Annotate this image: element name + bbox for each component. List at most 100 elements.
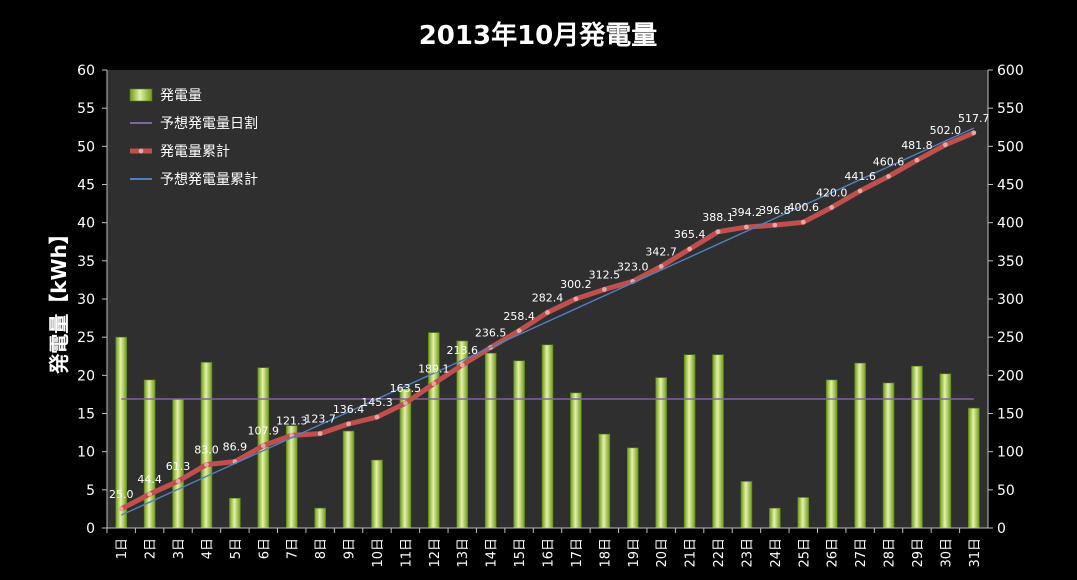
x-tick-label: 4日 [200, 538, 215, 559]
bar [882, 382, 895, 529]
lines [118, 127, 977, 516]
bar [399, 388, 412, 529]
x-tick-label: 10日 [371, 538, 386, 568]
y-tick-label-right: 50 [997, 483, 1015, 499]
y-tick-label-left: 0 [86, 521, 95, 537]
y-tick-label-right: 600 [997, 63, 1024, 79]
legend-label: 予想発電量日割 [160, 115, 258, 132]
axes: 0510152025303540455055600501001502002503… [77, 63, 1024, 568]
bar [143, 379, 156, 529]
bar [911, 365, 923, 529]
y-tick-label-left: 55 [77, 101, 95, 117]
bar [683, 354, 696, 529]
y-tick-label-left: 45 [77, 178, 95, 194]
series-point-cumulative [687, 246, 692, 252]
bar [626, 447, 639, 529]
y-tick-label-left: 20 [77, 368, 95, 384]
series-point-cumulative [431, 381, 437, 387]
x-tick-label: 27日 [854, 538, 869, 568]
bar [285, 425, 298, 529]
data-label: 25.0 [109, 488, 134, 501]
data-label: 365.4 [674, 228, 706, 241]
data-label: 481.8 [901, 139, 933, 152]
data-label: 145.3 [361, 396, 393, 409]
y-tick-label-right: 450 [997, 178, 1024, 194]
y-tick-label-left: 10 [77, 445, 95, 461]
series-point-cumulative [829, 205, 835, 210]
data-label: 460.6 [873, 155, 905, 168]
legend-swatch-bar [129, 88, 153, 102]
bar [513, 360, 525, 529]
legend-swatch-cumulative-marker [138, 148, 144, 154]
series-point-cumulative [658, 264, 664, 269]
series-point-cumulative [715, 229, 721, 235]
series-point-cumulative [573, 296, 579, 302]
x-tick-label: 8日 [314, 538, 329, 559]
data-label: 388.1 [702, 211, 734, 224]
y-tick-label-right: 350 [997, 254, 1024, 270]
data-label: 300.2 [560, 278, 592, 291]
y-tick-label-left: 60 [77, 63, 95, 79]
y-tick-label-right: 400 [997, 216, 1024, 232]
data-label: 136.4 [333, 403, 365, 416]
series-point-cumulative [744, 224, 749, 230]
x-tick-label: 24日 [769, 538, 784, 568]
y-tick-label-right: 200 [997, 368, 1024, 384]
bar [484, 352, 497, 529]
series-point-cumulative [459, 362, 465, 368]
series-point-cumulative [147, 491, 153, 497]
bar [712, 354, 724, 529]
y-tick-label-left: 40 [77, 216, 95, 232]
series-point-cumulative [857, 188, 863, 194]
series-point-cumulative [601, 287, 607, 292]
y-tick-label-left: 15 [77, 407, 95, 423]
series-point-cumulative [545, 310, 550, 315]
series-point-cumulative [971, 130, 977, 136]
series-point-cumulative [118, 506, 124, 512]
series-line-forecast-cumulative [120, 127, 975, 516]
data-label: 123.7 [304, 413, 336, 426]
series-point-cumulative [516, 328, 522, 334]
series-point-cumulative [374, 414, 380, 420]
x-tick-label: 5日 [229, 538, 244, 559]
data-label: 420.0 [816, 186, 848, 199]
x-tick-label: 12日 [428, 538, 443, 568]
bar [541, 344, 554, 529]
x-tick-label: 17日 [570, 538, 585, 568]
data-label: 189.1 [418, 363, 450, 376]
legend-label: 予想発電量累計 [160, 172, 258, 188]
data-label: 502.0 [930, 124, 962, 137]
series-point-cumulative [403, 400, 408, 406]
x-tick-label: 22日 [712, 538, 727, 568]
series-point-cumulative [800, 219, 806, 225]
x-tick-label: 13日 [456, 538, 471, 568]
series-point-cumulative [914, 157, 920, 163]
data-label: 107.9 [248, 425, 280, 438]
data-label: 44.4 [137, 473, 162, 486]
x-tick-label: 26日 [826, 538, 841, 568]
y-tick-label-left: 35 [77, 254, 95, 270]
y-tick-label-left: 50 [77, 139, 95, 155]
data-label: 394.2 [731, 206, 763, 219]
data-label: 213.6 [446, 344, 478, 357]
data-label: 441.6 [844, 170, 876, 183]
y-tick-label-right: 150 [997, 407, 1024, 423]
data-label: 121.3 [276, 414, 308, 427]
series-point-cumulative [204, 462, 209, 468]
bar [655, 377, 667, 529]
series-point-cumulative [260, 443, 266, 449]
data-label: 312.5 [589, 268, 621, 281]
x-tick-label: 19日 [627, 538, 642, 568]
legend-label: 発電量 [160, 88, 202, 104]
x-tick-label: 6日 [257, 538, 272, 559]
x-tick-label: 30日 [939, 538, 954, 568]
bar [342, 430, 355, 529]
data-label: 163.5 [390, 382, 422, 395]
bar [740, 481, 753, 529]
y-tick-label-right: 250 [997, 330, 1024, 346]
series-point-cumulative [175, 478, 181, 484]
y-tick-label-right: 500 [997, 139, 1024, 155]
chart-title: 2013年10月発電量 [419, 20, 658, 51]
